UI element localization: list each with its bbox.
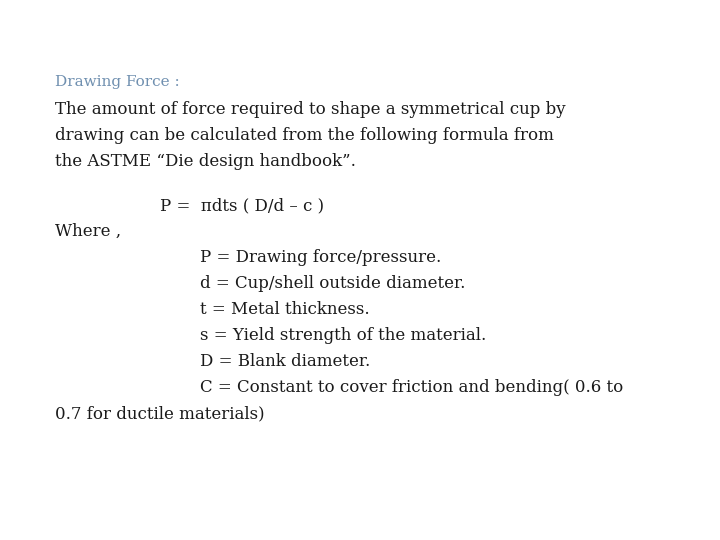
Text: C = Constant to cover friction and bending( 0.6 to: C = Constant to cover friction and bendi… — [200, 379, 624, 396]
Text: s = Yield strength of the material.: s = Yield strength of the material. — [200, 327, 486, 344]
Text: d = Cup/shell outside diameter.: d = Cup/shell outside diameter. — [200, 275, 465, 292]
Text: the ASTME “Die design handbook”.: the ASTME “Die design handbook”. — [55, 153, 356, 170]
Text: The amount of force required to shape a symmetrical cup by: The amount of force required to shape a … — [55, 101, 566, 118]
Text: P = Drawing force/pressure.: P = Drawing force/pressure. — [200, 249, 441, 266]
Text: Where ,: Where , — [55, 223, 121, 240]
Text: drawing can be calculated from the following formula from: drawing can be calculated from the follo… — [55, 127, 554, 144]
Text: 0.7 for ductile materials): 0.7 for ductile materials) — [55, 405, 265, 422]
Text: P =  πdts ( D/d – c ): P = πdts ( D/d – c ) — [160, 197, 324, 214]
Text: t = Metal thickness.: t = Metal thickness. — [200, 301, 369, 318]
Text: D = Blank diameter.: D = Blank diameter. — [200, 353, 370, 370]
Text: Drawing Force :: Drawing Force : — [55, 75, 180, 89]
